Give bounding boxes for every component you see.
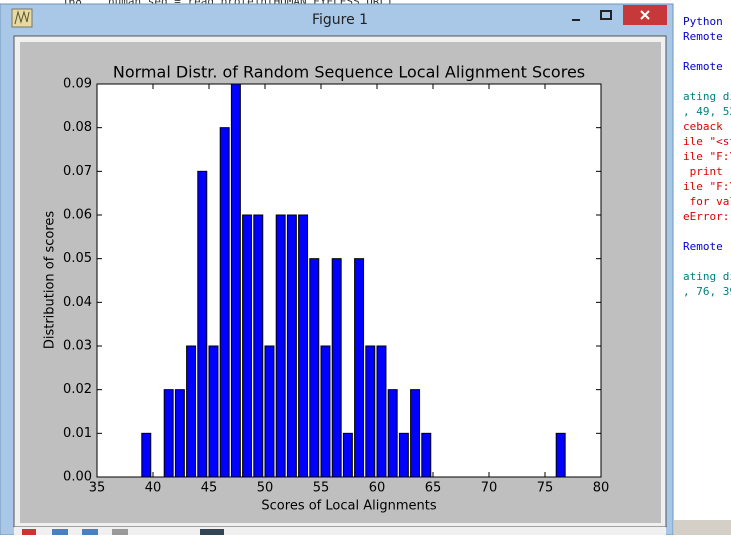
bar <box>365 345 376 478</box>
bar <box>163 389 174 478</box>
bar <box>555 432 566 478</box>
bar <box>298 214 309 478</box>
shell-text: Python Remote Remote ating di , 49, 52 ceback… <box>683 15 731 298</box>
close-glyph <box>640 10 650 20</box>
bar <box>410 389 421 478</box>
toolbar-home[interactable] <box>22 529 36 535</box>
x-tick-label: 80 <box>593 481 610 496</box>
shell-line: ating di <box>683 90 731 103</box>
y-tick-label: 0.01 <box>63 426 92 441</box>
toolbar-forward[interactable] <box>82 529 98 535</box>
y-tick-label: 0.06 <box>63 208 92 223</box>
bar <box>320 345 331 478</box>
bar <box>309 258 320 478</box>
x-tick-label: 50 <box>257 481 274 496</box>
x-tick-label: 70 <box>481 481 498 496</box>
bar <box>354 258 365 478</box>
shell-line: Python <box>683 15 723 28</box>
shell-line: ceback ( <box>683 120 731 133</box>
shell-line: print ( <box>683 165 731 178</box>
y-tick-label: 0.02 <box>63 382 92 397</box>
bar <box>421 432 432 478</box>
bar <box>242 214 253 478</box>
window-title: Figure 1 <box>312 12 368 28</box>
bar <box>230 83 241 478</box>
shell-line: ile "F:\ <box>683 180 731 193</box>
y-axis-label: Distribution of scores <box>43 211 58 350</box>
bar <box>197 170 208 478</box>
bar <box>253 214 264 478</box>
bar <box>376 345 387 478</box>
shell-footer <box>674 520 731 535</box>
x-tick-label: 55 <box>313 481 330 496</box>
x-tick-label: 40 <box>145 481 162 496</box>
y-tick-label: 0.07 <box>63 164 92 179</box>
shell-line: Remote <box>683 60 723 73</box>
shell-line: ile "<st <box>683 135 731 148</box>
bar <box>331 258 342 478</box>
y-tick-label: 0.03 <box>63 339 92 354</box>
toolbar-save[interactable] <box>200 529 224 535</box>
x-tick-label: 35 <box>89 481 106 496</box>
bar <box>342 432 353 478</box>
bar <box>141 432 152 478</box>
shell-line: Remote <box>683 240 723 253</box>
bar <box>387 389 398 478</box>
bar <box>275 214 286 478</box>
shell-line: , 49, 52 <box>683 105 731 118</box>
bar <box>264 345 275 478</box>
bar <box>186 345 197 478</box>
toolbar <box>14 527 666 535</box>
x-tick-label: 60 <box>369 481 386 496</box>
x-tick-label: 65 <box>425 481 442 496</box>
chart-title: Normal Distr. of Random Sequence Local A… <box>113 63 585 82</box>
x-tick-label: 45 <box>201 481 218 496</box>
shell-line: , 76, 39 <box>683 285 731 298</box>
maximize-button[interactable] <box>600 10 612 20</box>
bar <box>208 345 219 478</box>
x-tick-label: 75 <box>537 481 554 496</box>
window-icon-glyph <box>14 10 30 25</box>
bar <box>219 127 230 478</box>
y-tick-label: 0.08 <box>63 120 92 135</box>
shell-line: ating di <box>683 270 731 283</box>
shell-panel <box>674 0 731 520</box>
y-tick-label: 0.00 <box>63 470 92 485</box>
toolbar-pan[interactable] <box>112 529 128 535</box>
shell-line: for val <box>683 195 731 208</box>
y-tick-label: 0.05 <box>63 251 92 266</box>
bar <box>174 389 185 478</box>
x-axis-label: Scores of Local Alignments <box>261 499 436 514</box>
toolbar-back[interactable] <box>52 529 68 535</box>
shell-line: ile "F:\ <box>683 150 731 163</box>
y-tick-label: 0.09 <box>63 77 92 92</box>
bar <box>398 432 409 478</box>
shell-line: eError: <box>683 210 731 223</box>
y-tick-label: 0.04 <box>63 295 92 310</box>
bar <box>286 214 297 478</box>
shell-line: Remote <box>683 30 723 43</box>
